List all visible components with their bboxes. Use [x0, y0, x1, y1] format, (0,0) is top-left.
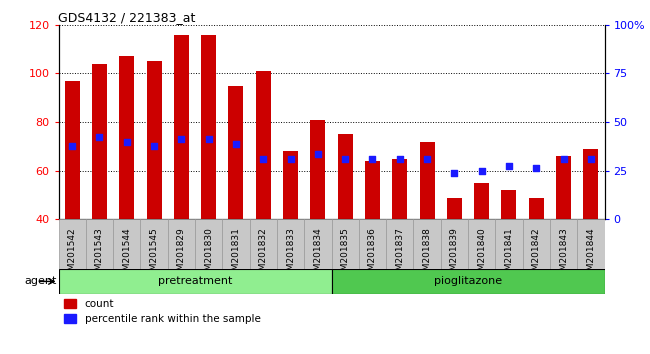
Bar: [174, 34, 189, 219]
Bar: [365, 161, 380, 219]
Text: GSM201542: GSM201542: [68, 227, 77, 281]
Bar: [146, 61, 162, 219]
Bar: [58, 269, 332, 294]
Bar: [310, 120, 326, 219]
Text: GSM201836: GSM201836: [368, 227, 377, 282]
Text: GSM201835: GSM201835: [341, 227, 350, 282]
Bar: [64, 81, 80, 219]
Text: GSM201841: GSM201841: [504, 227, 514, 282]
Bar: [447, 198, 462, 219]
Point: [558, 156, 569, 161]
Bar: [337, 134, 353, 219]
Text: GSM201833: GSM201833: [286, 227, 295, 282]
Text: agent: agent: [25, 276, 57, 286]
Text: GSM201844: GSM201844: [586, 227, 595, 281]
Text: pioglitazone: pioglitazone: [434, 276, 502, 286]
Text: GSM201830: GSM201830: [204, 227, 213, 282]
Bar: [113, 219, 140, 269]
Bar: [58, 219, 86, 269]
Text: GSM201840: GSM201840: [477, 227, 486, 282]
Bar: [413, 219, 441, 269]
Text: GSM201838: GSM201838: [422, 227, 432, 282]
Point: [367, 156, 378, 161]
Text: GSM201839: GSM201839: [450, 227, 459, 282]
Point: [149, 144, 159, 149]
Text: GSM201832: GSM201832: [259, 227, 268, 282]
Bar: [195, 219, 222, 269]
Bar: [474, 183, 489, 219]
Bar: [441, 219, 468, 269]
Point: [340, 156, 350, 161]
Point: [285, 156, 296, 161]
Bar: [386, 219, 413, 269]
Bar: [228, 86, 244, 219]
Bar: [250, 219, 277, 269]
Bar: [119, 56, 135, 219]
Text: GSM201543: GSM201543: [95, 227, 104, 282]
Text: GSM201843: GSM201843: [559, 227, 568, 282]
Point: [504, 163, 514, 169]
Legend: count, percentile rank within the sample: count, percentile rank within the sample: [64, 299, 261, 324]
Bar: [283, 152, 298, 219]
Point: [531, 166, 541, 171]
Bar: [168, 219, 195, 269]
Text: GSM201837: GSM201837: [395, 227, 404, 282]
Bar: [332, 219, 359, 269]
Bar: [528, 198, 544, 219]
Bar: [201, 34, 216, 219]
Text: GSM201829: GSM201829: [177, 227, 186, 282]
Text: GSM201831: GSM201831: [231, 227, 240, 282]
Text: GSM201544: GSM201544: [122, 227, 131, 281]
Text: GSM201545: GSM201545: [150, 227, 159, 282]
Point: [203, 136, 214, 142]
Bar: [304, 219, 332, 269]
Bar: [550, 219, 577, 269]
Text: pretreatment: pretreatment: [158, 276, 232, 286]
Bar: [577, 219, 605, 269]
Point: [122, 139, 132, 144]
Bar: [419, 142, 435, 219]
Bar: [277, 219, 304, 269]
Point: [422, 156, 432, 161]
Bar: [332, 269, 604, 294]
Bar: [359, 219, 386, 269]
Text: GSM201842: GSM201842: [532, 227, 541, 281]
Point: [231, 141, 241, 147]
Bar: [140, 219, 168, 269]
Bar: [468, 219, 495, 269]
Point: [313, 151, 323, 156]
Bar: [501, 190, 517, 219]
Bar: [392, 159, 408, 219]
Point: [176, 136, 187, 142]
Bar: [523, 219, 550, 269]
Point: [67, 144, 77, 149]
Bar: [556, 156, 571, 219]
Point: [94, 134, 105, 139]
Point: [476, 168, 487, 174]
Bar: [222, 219, 250, 269]
Bar: [92, 64, 107, 219]
Point: [586, 156, 596, 161]
Point: [449, 170, 460, 176]
Point: [395, 156, 405, 161]
Text: GDS4132 / 221383_at: GDS4132 / 221383_at: [58, 11, 196, 24]
Point: [258, 156, 268, 161]
Bar: [255, 71, 271, 219]
Bar: [583, 149, 599, 219]
Bar: [495, 219, 523, 269]
Bar: [86, 219, 113, 269]
Text: GSM201834: GSM201834: [313, 227, 322, 282]
